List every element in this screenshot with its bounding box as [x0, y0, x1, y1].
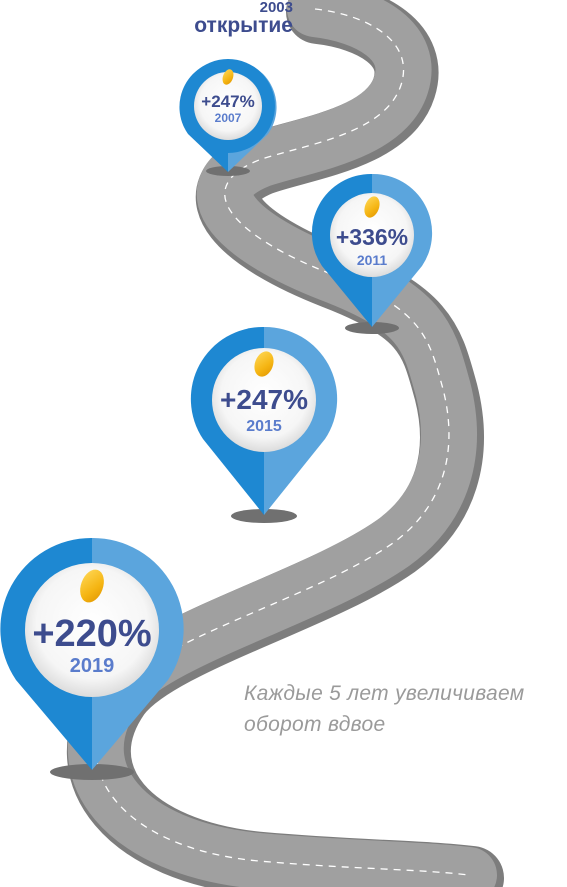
road-center-line: [95, 8, 470, 876]
pin-year: 2007: [215, 111, 242, 125]
pin-disc: [25, 563, 159, 697]
coin-icon: [364, 196, 380, 218]
road: [67, 0, 504, 887]
pin-percent: +220%: [32, 613, 151, 655]
pin-disc: [194, 72, 262, 140]
start-label: 2003 открытие: [194, 0, 293, 37]
coin-icon: [80, 569, 104, 603]
milestone-pin-2011: +336% 2011: [311, 173, 433, 334]
milestone-pin-2007: +247% 2007: [179, 59, 277, 176]
pin-percent: +247%: [201, 92, 254, 111]
pin-percent: +247%: [220, 384, 308, 415]
tagline: Каждые 5 лет увеличиваем оборот вдвое: [244, 678, 564, 740]
pin-shadow: [345, 322, 399, 334]
pin-shadow: [231, 509, 297, 523]
tagline-line-1: Каждые 5 лет увеличиваем: [244, 682, 525, 705]
pin-shadow: [50, 764, 134, 780]
milestone-pin-2019: +220% 2019: [0, 537, 184, 780]
pin-disc: [330, 193, 414, 277]
start-year: 2003: [260, 0, 293, 16]
pin-year: 2011: [357, 252, 388, 268]
tagline-line-2: оборот вдвое: [244, 713, 386, 736]
pin-disc: [212, 348, 316, 452]
milestone-pin-2015: +247% 2015: [190, 326, 338, 523]
pin-year: 2019: [70, 655, 115, 677]
coin-icon: [222, 69, 234, 85]
coin-icon: [254, 351, 274, 377]
start-caption: открытие: [194, 14, 293, 37]
pin-percent: +336%: [336, 224, 408, 250]
pin-year: 2015: [246, 418, 282, 435]
